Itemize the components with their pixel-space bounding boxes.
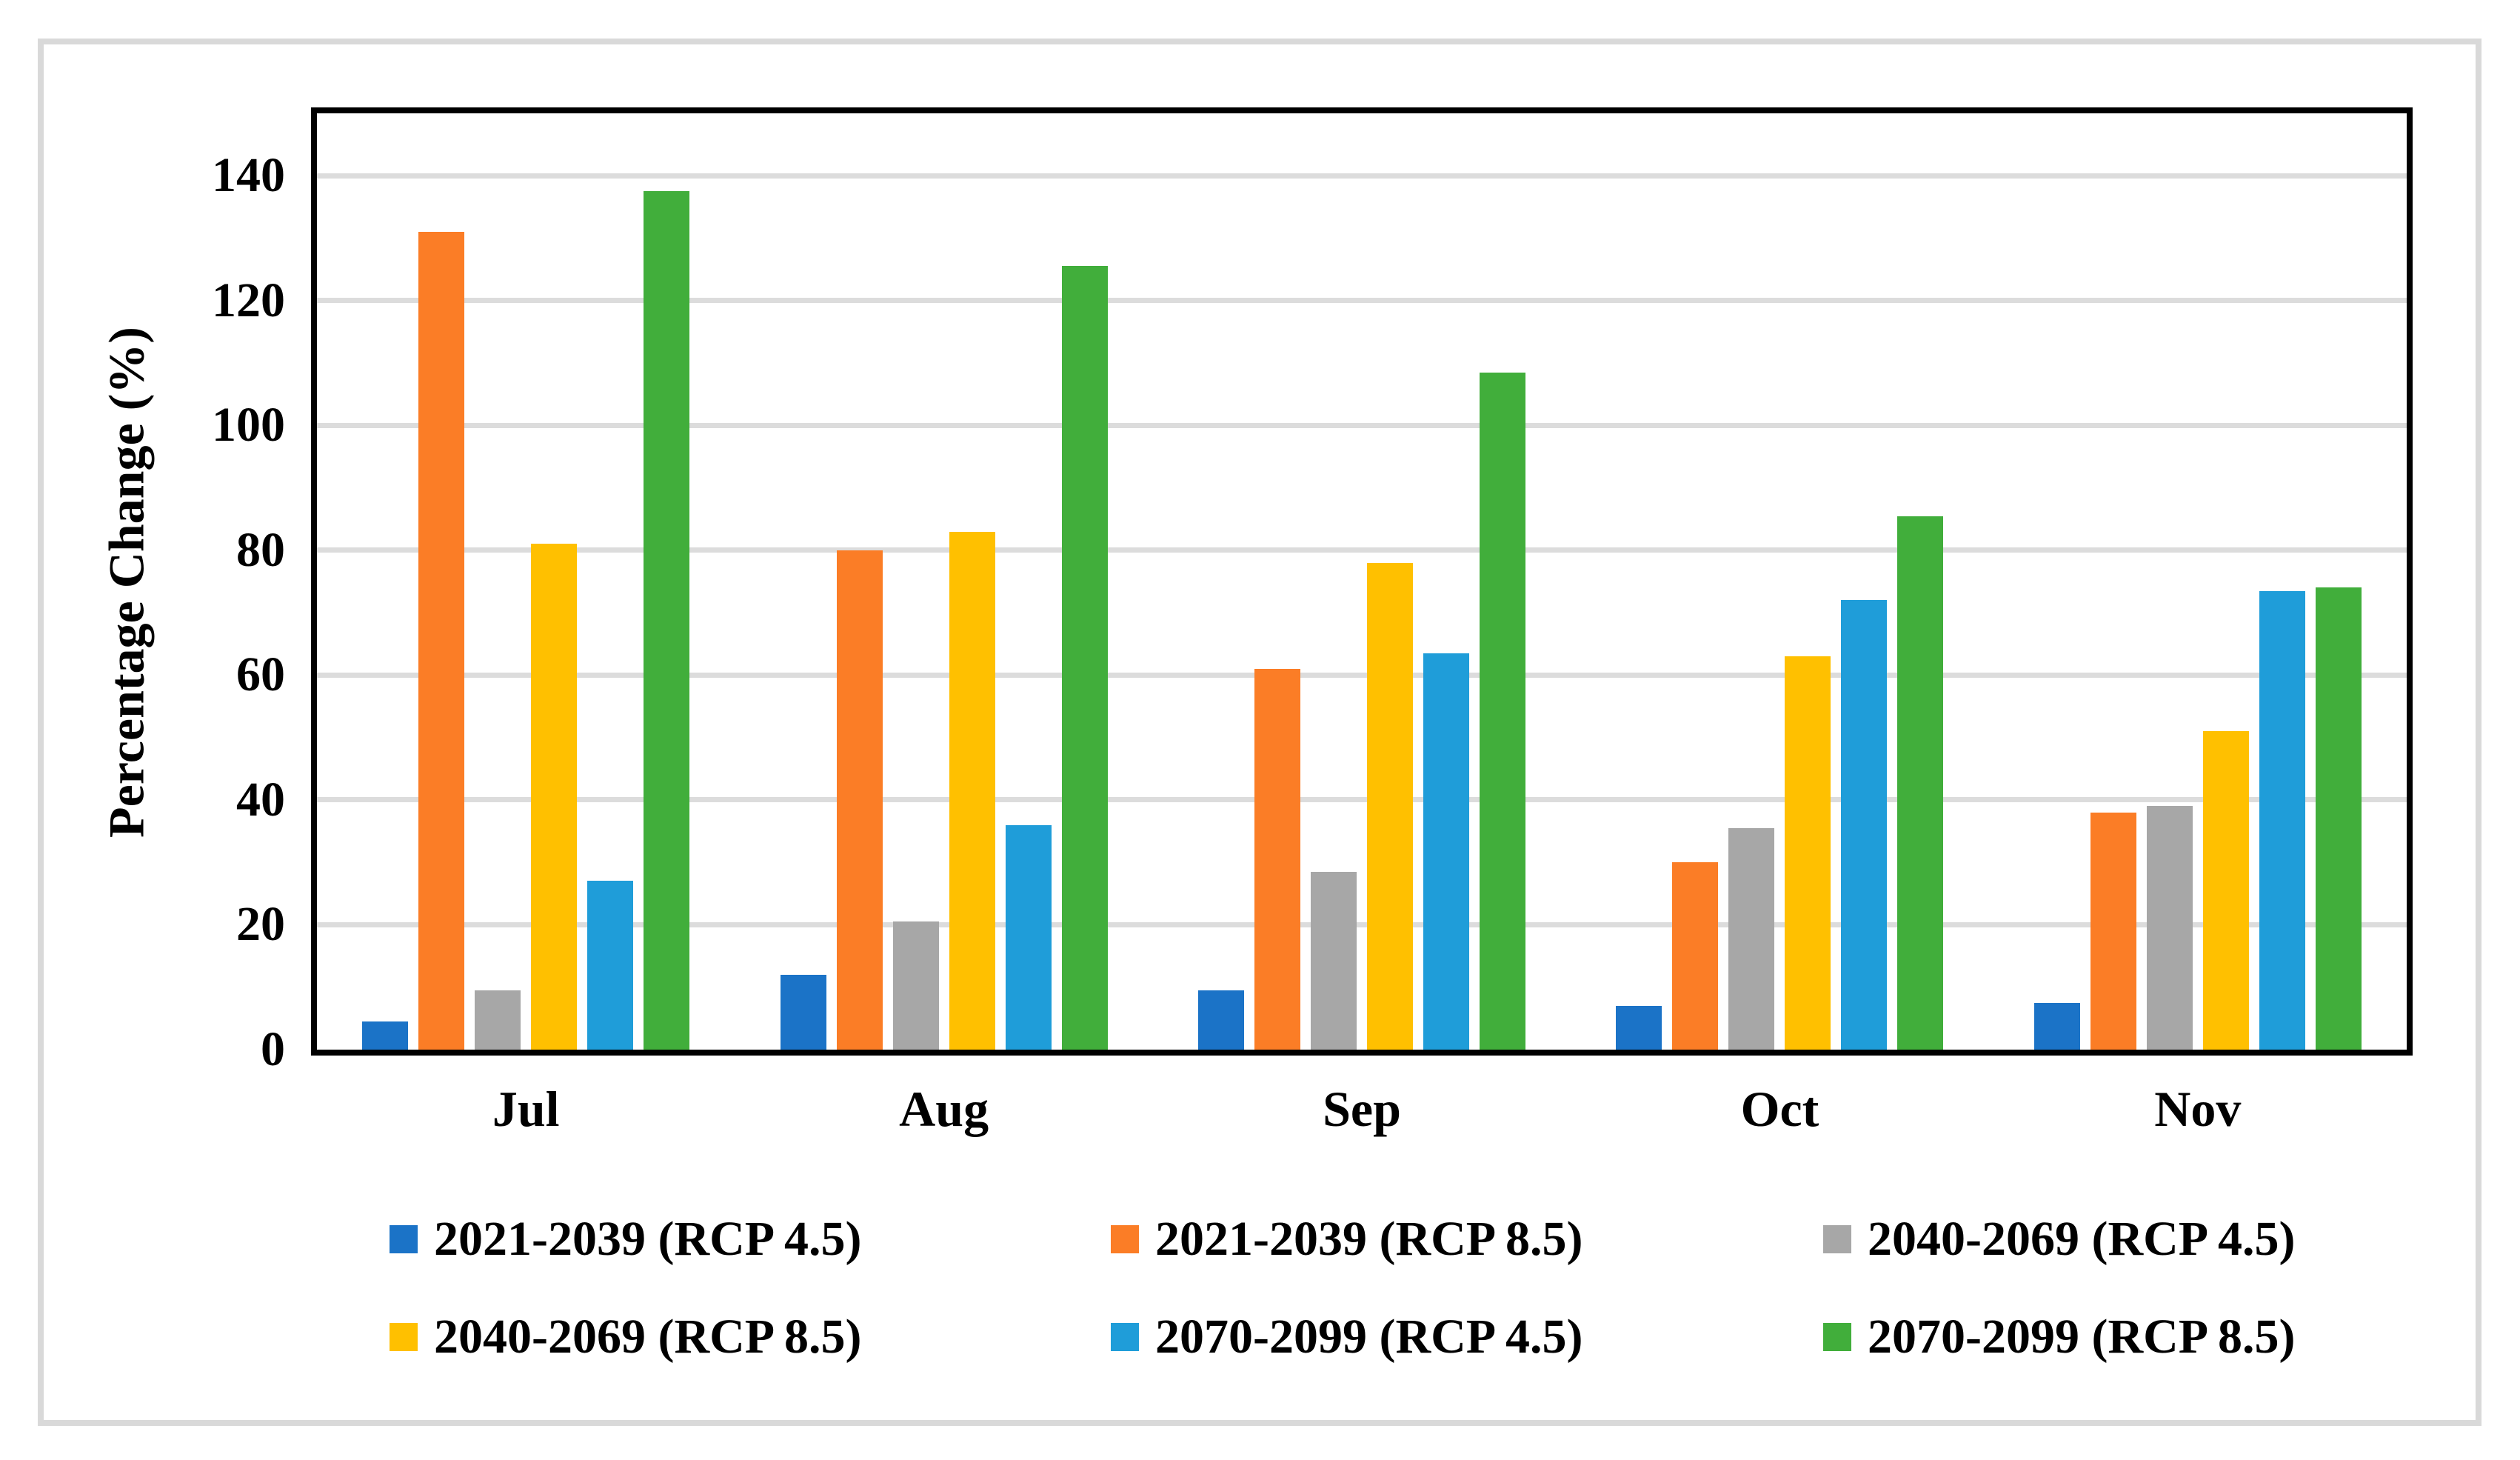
- legend-label: 2070-2099 (RCP 8.5): [1868, 1310, 2296, 1364]
- bar: [1311, 871, 1357, 1050]
- bar: [2202, 731, 2249, 1050]
- bar: [1841, 600, 1888, 1050]
- bar: [587, 881, 634, 1050]
- bar: [1198, 990, 1245, 1050]
- y-tick-label: 100: [212, 398, 285, 453]
- x-axis-tick-labels: Jul Aug Sep Oct Nov: [317, 1076, 2407, 1142]
- x-tick-label: Aug: [899, 1081, 989, 1137]
- bar-group-aug: [735, 113, 1152, 1050]
- legend-item: 2040-2069 (RCP 4.5): [1823, 1206, 2295, 1273]
- bar: [836, 550, 883, 1050]
- gridline-80: [317, 547, 2407, 553]
- bar: [1005, 824, 1052, 1050]
- legend-swatch: [390, 1225, 418, 1253]
- x-tick-label: Sep: [1323, 1081, 1401, 1137]
- bar: [1785, 656, 1831, 1050]
- legend-item: 2021-2039 (RCP 8.5): [1111, 1206, 1582, 1273]
- y-tick-label: 60: [236, 647, 285, 702]
- legend-label: 2040-2069 (RCP 4.5): [1868, 1212, 2296, 1266]
- bar: [644, 191, 690, 1050]
- bar-group-oct: [1571, 113, 1988, 1050]
- y-tick-label: 40: [236, 772, 285, 827]
- plot-area: [311, 107, 2413, 1056]
- y-tick-label: 120: [212, 273, 285, 327]
- x-tick-label: Oct: [1740, 1081, 1819, 1137]
- bar: [780, 974, 826, 1050]
- gridline-120: [317, 298, 2407, 304]
- bar: [1367, 562, 1414, 1050]
- bar: [1728, 827, 1775, 1050]
- bar-group-jul: [317, 113, 735, 1050]
- bar: [362, 1021, 409, 1050]
- bar-group-sep: [1153, 113, 1571, 1050]
- bar: [949, 531, 995, 1050]
- bar: [1423, 653, 1470, 1050]
- y-tick-label: 0: [261, 1022, 285, 1076]
- bar: [1672, 862, 1719, 1050]
- y-tick-label: 80: [236, 522, 285, 577]
- legend-swatch: [390, 1323, 418, 1351]
- x-tick-label: Jul: [492, 1081, 560, 1137]
- bar: [892, 921, 939, 1050]
- legend-swatch: [1111, 1225, 1139, 1253]
- bar: [1616, 1006, 1662, 1050]
- bar: [2090, 812, 2136, 1050]
- gridline-60: [317, 672, 2407, 678]
- legend-item: 2040-2069 (RCP 8.5): [390, 1304, 861, 1370]
- legend-item: 2070-2099 (RCP 8.5): [1823, 1304, 2295, 1370]
- bar: [2033, 1002, 2080, 1050]
- bar: [418, 232, 465, 1050]
- bar: [1061, 266, 1108, 1050]
- legend-swatch: [1111, 1323, 1139, 1351]
- gridline-40: [317, 797, 2407, 803]
- bar: [2146, 806, 2193, 1050]
- bar: [2259, 590, 2305, 1050]
- bar-group-nov: [1989, 113, 2407, 1050]
- y-tick-label: 140: [212, 148, 285, 203]
- bar: [475, 990, 521, 1050]
- bar: [531, 544, 578, 1050]
- legend-swatch: [1823, 1225, 1851, 1253]
- legend-label: 2021-2039 (RCP 4.5): [434, 1212, 862, 1266]
- gridline-140: [317, 173, 2407, 179]
- y-tick-label: 20: [236, 897, 285, 952]
- legend-label: 2040-2069 (RCP 8.5): [434, 1310, 862, 1364]
- bar: [2315, 587, 2362, 1050]
- gridline-20: [317, 921, 2407, 927]
- bar: [1897, 516, 1944, 1050]
- bar: [1254, 668, 1301, 1050]
- bars-layer: [317, 113, 2407, 1050]
- x-tick-label: Nov: [2154, 1081, 2242, 1137]
- legend-label: 2070-2099 (RCP 4.5): [1155, 1310, 1583, 1364]
- legend-swatch: [1823, 1323, 1851, 1351]
- gridline-100: [317, 422, 2407, 428]
- legend-label: 2021-2039 (RCP 8.5): [1155, 1212, 1583, 1266]
- bar: [1480, 372, 1526, 1050]
- legend-item: 2021-2039 (RCP 4.5): [390, 1206, 861, 1273]
- legend-item: 2070-2099 (RCP 4.5): [1111, 1304, 1582, 1370]
